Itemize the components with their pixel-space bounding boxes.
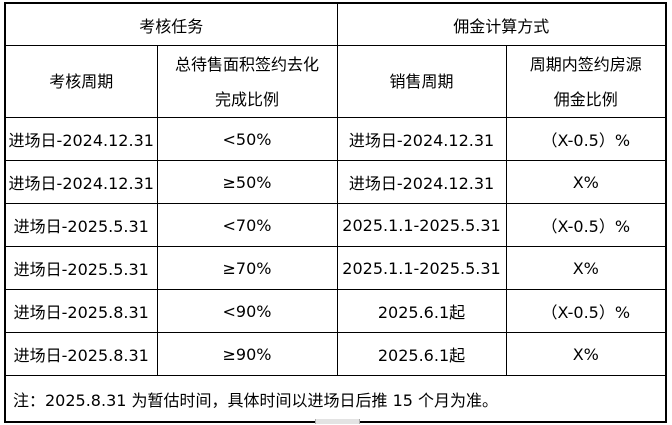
cell-commission-ratio: （X-0.5）% [505, 289, 667, 333]
cell-sales-cycle: 进场日-2024.12.31 [336, 117, 507, 161]
header-sales-cycle: 销售周期 [336, 45, 507, 118]
header-line: 总待售面积签约去化 [175, 54, 320, 74]
cell-sales-cycle: 2025.6.1起 [336, 332, 507, 376]
cell-assessment-cycle: 进场日-2025.8.31 [4, 332, 158, 376]
cell-commission-ratio: X% [505, 246, 667, 290]
cell-sales-cycle: 2025.1.1-2025.5.31 [336, 203, 507, 247]
table-row: 进场日-2025.8.31 ≥90% 2025.6.1起 X% [4, 332, 667, 376]
header-commission-method: 佣金计算方式 [336, 2, 667, 46]
header-line: 周期内签约房源 [529, 54, 642, 74]
table-row-top-header: 考核任务 佣金计算方式 [4, 2, 667, 46]
document-area: 考核任务 佣金计算方式 考核周期 总待售面积签约去化 完成比例 销售周期 周期内… [4, 2, 668, 423]
cell-commission-ratio: （X-0.5）% [505, 117, 667, 161]
header-assessment-task: 考核任务 [4, 2, 338, 46]
table-row: 进场日-2025.5.31 ≥70% 2025.1.1-2025.5.31 X% [4, 246, 667, 290]
header-line: 完成比例 [215, 89, 280, 109]
header-line: 考核周期 [49, 72, 114, 91]
header-commission-ratio: 周期内签约房源 佣金比例 [505, 45, 667, 118]
table-row: 进场日-2024.12.31 ≥50% 进场日-2024.12.31 X% [4, 160, 667, 204]
header-completion-ratio: 总待售面积签约去化 完成比例 [156, 45, 338, 118]
table-row: 进场日-2025.5.31 <70% 2025.1.1-2025.5.31 （X… [4, 203, 667, 247]
table-row: 进场日-2025.8.31 <90% 2025.6.1起 （X-0.5）% [4, 289, 667, 333]
table-note: 注：2025.8.31 为暂估时间，具体时间以进场日后推 15 个月为准。 [4, 375, 667, 423]
header-line: 销售周期 [389, 72, 454, 91]
cell-commission-ratio: （X-0.5）% [505, 203, 667, 247]
header-assessment-cycle: 考核周期 [4, 45, 158, 118]
table-row-column-headers: 考核周期 总待售面积签约去化 完成比例 销售周期 周期内签约房源 佣金比例 [4, 45, 667, 118]
cell-assessment-cycle: 进场日-2024.12.31 [4, 117, 158, 161]
cell-sales-cycle: 2025.1.1-2025.5.31 [336, 246, 507, 290]
commission-assessment-table: 考核任务 佣金计算方式 考核周期 总待售面积签约去化 完成比例 销售周期 周期内… [4, 2, 668, 423]
cell-sales-cycle: 进场日-2024.12.31 [336, 160, 507, 204]
table-row: 进场日-2024.12.31 <50% 进场日-2024.12.31 （X-0.… [4, 117, 667, 161]
cell-completion-ratio: ≥50% [156, 160, 338, 204]
cell-assessment-cycle: 进场日-2025.5.31 [4, 203, 158, 247]
header-line: 佣金比例 [553, 89, 618, 109]
cell-assessment-cycle: 进场日-2025.5.31 [4, 246, 158, 290]
cell-assessment-cycle: 进场日-2024.12.31 [4, 160, 158, 204]
horizontal-scrollbar-thumb[interactable] [315, 419, 360, 424]
cell-commission-ratio: X% [505, 160, 667, 204]
cell-assessment-cycle: 进场日-2025.8.31 [4, 289, 158, 333]
cell-completion-ratio: <90% [156, 289, 338, 333]
cell-completion-ratio: <70% [156, 203, 338, 247]
cell-completion-ratio: <50% [156, 117, 338, 161]
cell-sales-cycle: 2025.6.1起 [336, 289, 507, 333]
table-row-note: 注：2025.8.31 为暂估时间，具体时间以进场日后推 15 个月为准。 [4, 375, 667, 423]
cell-commission-ratio: X% [505, 332, 667, 376]
cell-completion-ratio: ≥70% [156, 246, 338, 290]
cell-completion-ratio: ≥90% [156, 332, 338, 376]
